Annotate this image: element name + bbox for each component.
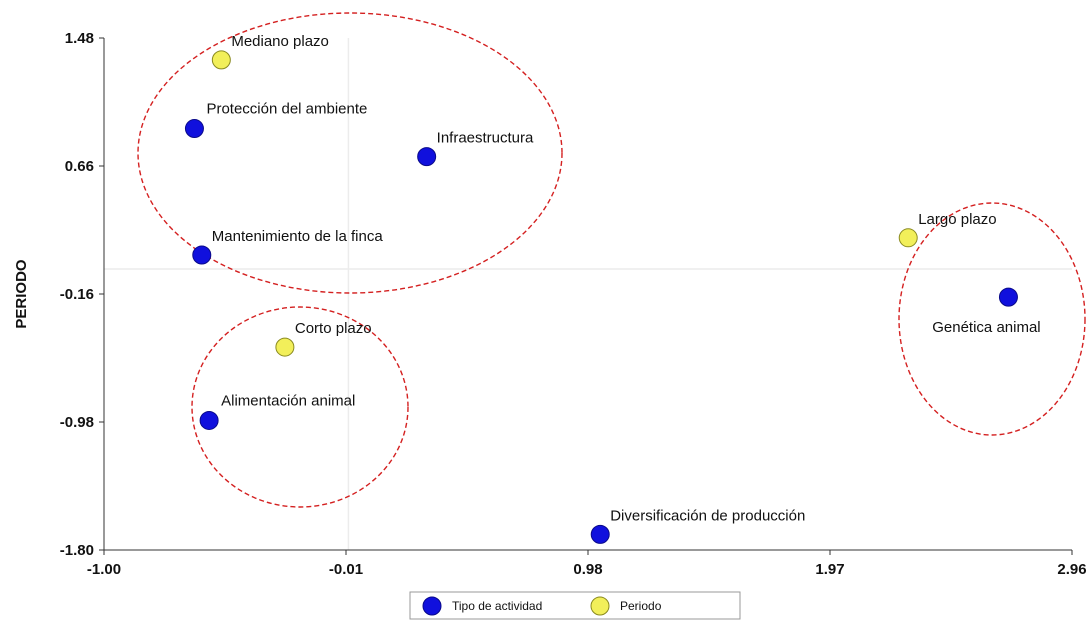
point-label: Genética animal [932, 319, 1040, 336]
axes: -1.00 -0.01 0.98 1.97 2.96 1.48 0.66 -0.16 -0.98… [13, 30, 1087, 578]
legend: Tipo de actividad Periodo [409, 591, 741, 620]
period-point [898, 228, 918, 248]
activity-point [998, 287, 1018, 307]
x-tick-label: 0.98 [573, 561, 602, 578]
legend-box [409, 591, 741, 620]
x-tick-label: -1.00 [87, 561, 121, 578]
y-axis-label: PERIODO [13, 259, 30, 329]
reference-lines [104, 38, 1072, 550]
point-labels: Protección del ambiente Infraestructura Ma… [206, 33, 1040, 525]
period-point [275, 337, 295, 357]
y-tick-label: 1.48 [65, 30, 94, 47]
point-label: Alimentación animal [221, 392, 355, 409]
data-points [184, 50, 1018, 544]
activity-point [199, 410, 219, 430]
activity-point [184, 119, 204, 139]
y-tick-label: 0.66 [65, 158, 94, 175]
point-label: Mediano plazo [231, 33, 329, 50]
point-label: Infraestructura [437, 130, 534, 147]
point-label: Largo plazo [918, 211, 996, 228]
y-tick-label: -0.98 [60, 414, 94, 431]
cluster-ellipses [137, 12, 1086, 508]
legend-marker [590, 596, 610, 616]
legend-label: Tipo de actividad [452, 599, 542, 613]
activity-point [417, 147, 437, 167]
period-point [211, 50, 231, 70]
legend-marker [422, 596, 442, 616]
cluster-ellipse [137, 12, 563, 294]
activity-point [590, 524, 610, 544]
point-label: Protección del ambiente [206, 101, 367, 118]
point-label: Corto plazo [295, 320, 372, 337]
y-tick-label: -0.16 [60, 286, 94, 303]
x-tick-label: 1.97 [815, 561, 844, 578]
x-tick-label: -0.01 [329, 561, 363, 578]
legend-label: Periodo [620, 599, 662, 613]
cluster-ellipse [898, 202, 1086, 436]
activity-point [192, 245, 212, 265]
x-tick-label: 2.96 [1057, 561, 1086, 578]
y-tick-label: -1.80 [60, 542, 94, 559]
point-label: Mantenimiento de la finca [212, 228, 384, 245]
cluster-ellipse [191, 306, 409, 508]
point-label: Diversificación de producción [610, 507, 805, 524]
